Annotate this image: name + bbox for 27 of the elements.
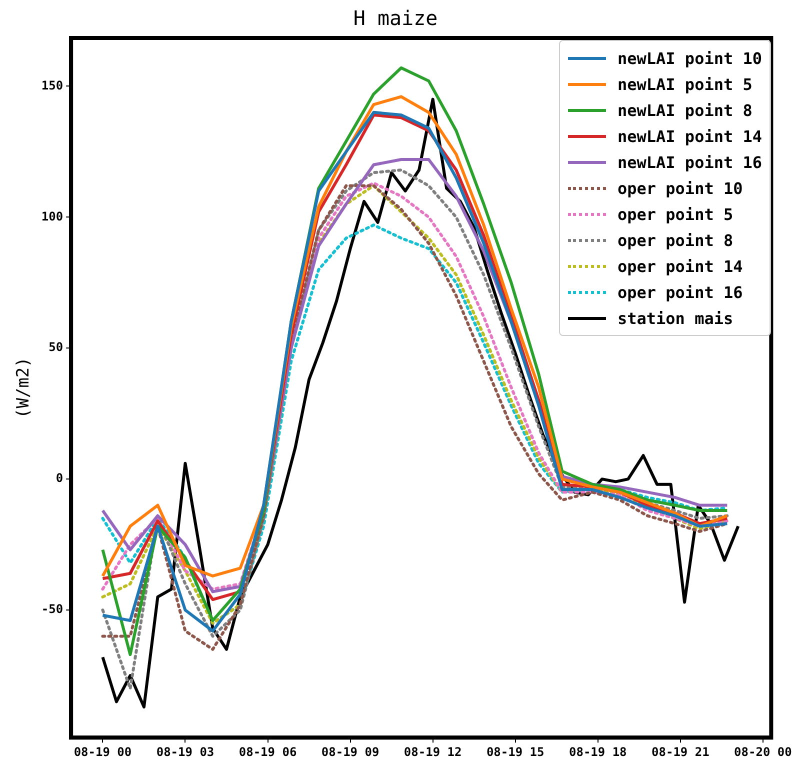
- legend-label: newLAI point 10: [618, 48, 762, 68]
- y-axis-title: (W/m2): [14, 357, 34, 419]
- x-tick-label: 08-19 06: [238, 744, 297, 759]
- y-tick-label: 100: [41, 209, 64, 224]
- y-tick-label: 0: [56, 471, 64, 486]
- x-tick-label: 08-19 21: [652, 744, 710, 759]
- x-tick-label: 08-20 00: [734, 744, 792, 759]
- legend-label: newLAI point 5: [618, 74, 752, 94]
- legend-label: newLAI point 16: [618, 152, 762, 172]
- legend-label: oper point 5: [618, 204, 734, 224]
- x-tick-label: 08-19 03: [156, 744, 214, 759]
- legend-label: oper point 8: [618, 230, 734, 250]
- legend-label: oper point 16: [618, 282, 743, 302]
- x-tick-label: 08-19 18: [568, 744, 627, 759]
- legend-label: oper point 10: [618, 178, 743, 198]
- y-tick-label: -50: [41, 602, 64, 616]
- chart-title: H maize: [353, 6, 438, 30]
- y-tick-label: 150: [41, 78, 64, 92]
- legend-label: station mais: [618, 308, 734, 328]
- x-tick-label: 08-19 00: [74, 744, 132, 759]
- x-tick-label: 08-19 15: [486, 744, 544, 759]
- legend-label: oper point 14: [618, 256, 743, 276]
- x-tick-label: 08-19 12: [404, 744, 462, 759]
- legend-label: newLAI point 8: [618, 100, 752, 120]
- y-tick-label: 50: [48, 340, 64, 354]
- x-tick-label: 08-19 09: [321, 744, 380, 759]
- legend-label: newLAI point 14: [618, 126, 762, 146]
